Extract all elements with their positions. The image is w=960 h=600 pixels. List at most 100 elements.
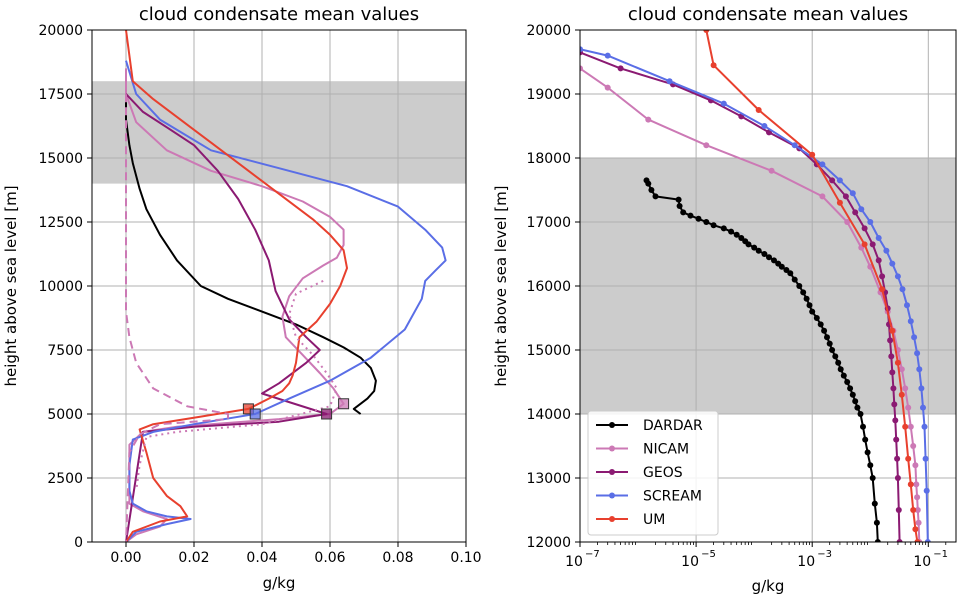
left-series <box>125 30 447 542</box>
right-chart: 10 −7 10 −5 10 −3 10 −1120001300014000150001600… <box>492 4 957 595</box>
legend-label-nicam: NICAM <box>643 442 689 458</box>
right-point-dardar <box>867 462 874 469</box>
left-y-tick-label: 0 <box>74 535 83 551</box>
right-point-um <box>836 199 843 206</box>
right-point-dardar <box>766 254 772 261</box>
right-point-dardar <box>652 193 659 200</box>
right-point-dardar <box>817 321 824 328</box>
right-point-dardar <box>854 404 861 411</box>
left-series-line-nicam-dashed <box>125 81 229 542</box>
left-series-line-dardar <box>125 99 377 415</box>
right-point-um <box>905 455 912 462</box>
right-point-geos <box>887 337 894 344</box>
left-x-tick-label: 0.00 <box>110 550 141 566</box>
left-y-tick-label: 2500 <box>47 471 83 487</box>
right-point-scream <box>849 190 856 197</box>
right-point-dardar <box>829 347 836 353</box>
right-point-dardar <box>803 295 810 302</box>
right-point-dardar <box>755 247 762 254</box>
right-point-dardar <box>800 289 807 296</box>
right-y-tick-label: 18000 <box>526 151 571 167</box>
left-markers <box>242 398 350 420</box>
right-point-dardar <box>860 423 866 430</box>
right-point-scream <box>867 219 874 225</box>
left-series-line-geos <box>125 93 328 542</box>
right-x-tick-exponent: −5 <box>701 549 716 560</box>
right-point-um <box>910 507 917 513</box>
right-point-nicam <box>913 481 920 488</box>
right-point-dardar <box>821 327 828 334</box>
right-point-dardar <box>778 263 785 270</box>
right-point-scream <box>819 161 826 168</box>
right-x-tick-exponent: −1 <box>933 549 948 560</box>
left-series-line-um <box>125 30 348 542</box>
right-point-dardar <box>835 359 842 366</box>
left-y-tick-label: 12500 <box>38 215 83 231</box>
right-y-tick-label: 15000 <box>526 343 571 359</box>
right-point-dardar <box>796 283 803 289</box>
right-point-scream <box>858 206 865 213</box>
left-marker-nicam <box>338 398 350 410</box>
right-point-dardar <box>687 212 694 219</box>
right-y-tick-label: 12000 <box>526 535 571 551</box>
right-point-scream <box>761 123 768 129</box>
right-point-nicam <box>914 494 921 501</box>
right-x-tick-label: 10 <box>913 554 931 570</box>
right-point-dardar <box>645 180 652 187</box>
left-y-tick-label: 5000 <box>47 407 83 423</box>
left-shaded-band <box>92 81 466 184</box>
right-point-geos <box>896 539 903 542</box>
left-y-tick-label: 17500 <box>38 87 83 103</box>
legend-label-dardar: DARDAR <box>643 418 703 434</box>
right-point-scream <box>921 423 928 430</box>
legend-box <box>587 410 719 536</box>
right-point-dardar <box>676 203 683 209</box>
right-point-dardar <box>761 251 768 257</box>
right-point-nicam <box>580 65 583 72</box>
right-point-scream <box>924 539 931 542</box>
left-y-tick-label: 7500 <box>47 343 83 359</box>
right-point-nicam <box>703 142 710 149</box>
right-point-nicam <box>914 507 921 513</box>
right-point-scream <box>920 404 926 411</box>
right-point-dardar <box>837 366 844 373</box>
left-y-tick-label: 15000 <box>38 151 83 167</box>
right-point-dardar <box>824 334 830 341</box>
right-point-dardar <box>680 209 687 216</box>
right-point-dardar <box>728 228 735 235</box>
right-point-nicam <box>915 519 922 526</box>
right-point-dardar <box>871 500 878 507</box>
right-y-tick-label: 14000 <box>526 407 571 423</box>
right-point-nicam <box>902 385 909 392</box>
right-y-tick-label: 16000 <box>526 279 571 295</box>
right-point-dardar <box>874 539 881 542</box>
right-point-um <box>703 30 710 33</box>
right-point-geos <box>891 401 898 408</box>
left-y-axis-label: height above sea level [m] <box>2 185 20 386</box>
right-point-nicam <box>907 423 914 430</box>
right-point-dardar <box>857 411 864 417</box>
right-point-scream <box>889 260 896 267</box>
left-chart: 0.00 0.02 0.04 0.06 0.08 0.10 0 2500 5000 7500 100… <box>2 4 482 592</box>
right-point-scream <box>914 350 921 357</box>
left-marker-scream <box>249 408 261 420</box>
right-point-scream <box>604 52 611 59</box>
legend-marker-dardar <box>609 422 615 428</box>
right-point-scream <box>899 286 906 293</box>
right-point-dardar <box>751 244 758 251</box>
right-point-scream <box>666 78 673 85</box>
right-point-dardar <box>873 519 880 526</box>
right-series-line-um <box>705 30 919 542</box>
right-x-axis-label: g/kg <box>752 577 785 595</box>
right-x-tick-label: 10 <box>681 554 699 570</box>
right-point-scream <box>911 334 918 341</box>
left-series-line-nicam-dotted <box>135 279 338 491</box>
right-point-um <box>809 151 816 158</box>
right-point-dardar <box>720 225 727 232</box>
left-x-tick-label: 0.08 <box>382 550 413 566</box>
right-point-geos <box>861 225 868 232</box>
right-point-dardar <box>869 475 876 481</box>
right-point-geos <box>879 273 886 280</box>
right-point-nicam <box>645 116 652 123</box>
